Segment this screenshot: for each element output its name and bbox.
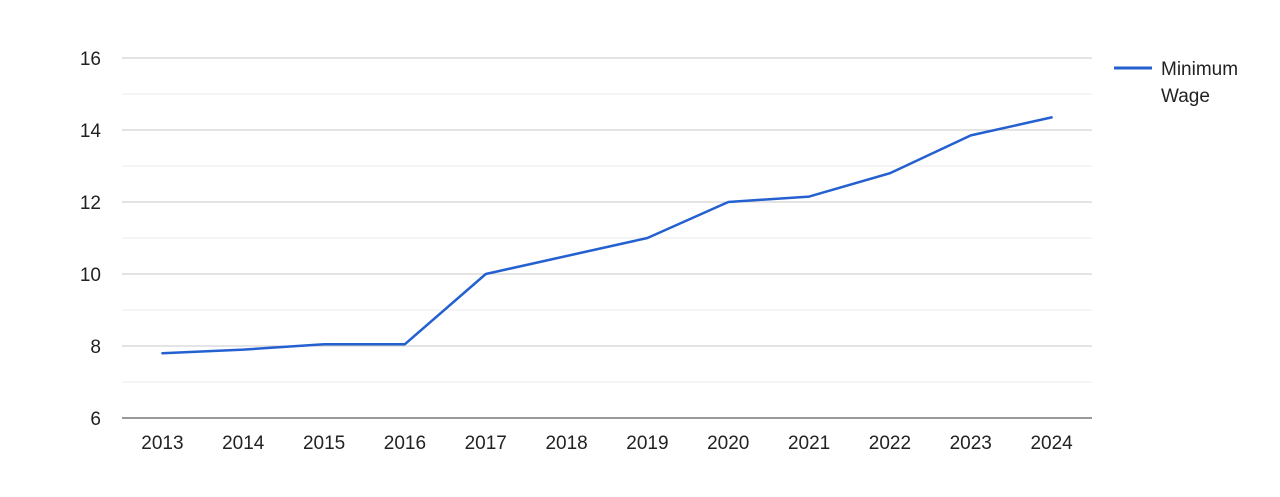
x-tick-label: 2019 xyxy=(626,433,668,454)
y-axis: 6 8 10 12 14 16 xyxy=(80,49,102,430)
y-tick-label: 16 xyxy=(80,49,101,70)
x-tick-label: 2023 xyxy=(950,433,992,454)
series-line-minimum-wage xyxy=(161,116,1053,355)
legend: Minimum Wage xyxy=(1114,59,1243,107)
x-tick-label: 2015 xyxy=(303,433,345,454)
x-tick-label: 2024 xyxy=(1030,433,1073,454)
x-tick-label: 2018 xyxy=(545,433,587,454)
y-tick-label: 6 xyxy=(90,409,101,430)
series-layer xyxy=(161,116,1053,355)
y-tick-label: 14 xyxy=(80,121,102,142)
y-tick-label: 8 xyxy=(90,337,101,358)
y-tick-label: 12 xyxy=(80,193,101,214)
legend-label-line-2: Wage xyxy=(1161,86,1210,107)
x-tick-label: 2021 xyxy=(788,433,830,454)
legend-label-minimum-wage: Minimum Wage xyxy=(1161,59,1243,107)
grid-lines xyxy=(122,57,1092,419)
x-tick-label: 2022 xyxy=(869,433,911,454)
y-tick-label: 10 xyxy=(80,265,101,286)
x-axis: 2013 2014 2015 2016 2017 2018 2019 2020 2021 2022… xyxy=(141,433,1073,454)
x-tick-label: 2017 xyxy=(465,433,507,454)
x-tick-label: 2020 xyxy=(707,433,749,454)
legend-label-line-1: Minimum xyxy=(1161,59,1238,80)
x-tick-label: 2014 xyxy=(222,433,265,454)
x-tick-label: 2016 xyxy=(384,433,426,454)
x-tick-label: 2013 xyxy=(141,433,183,454)
